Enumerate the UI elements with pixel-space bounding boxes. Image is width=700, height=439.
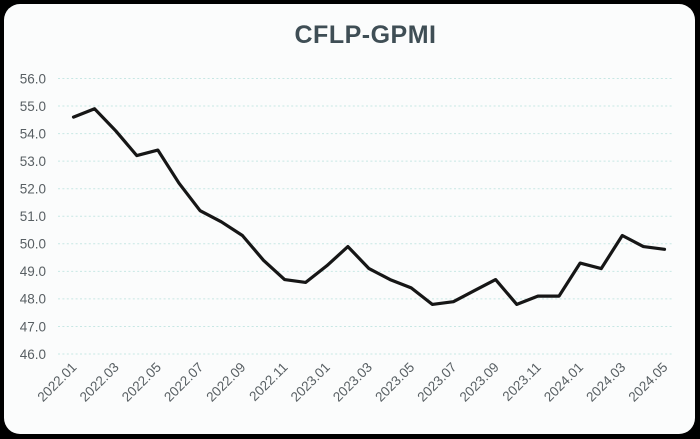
x-axis-tick-label: 2022.09 xyxy=(203,360,248,405)
y-axis-tick-label: 47.0 xyxy=(20,319,46,334)
x-axis-tick-label: 2023.07 xyxy=(414,360,459,405)
x-axis-tick-label: 2023.09 xyxy=(457,360,502,405)
y-axis-tick-label: 51.0 xyxy=(20,209,46,224)
x-axis-tick-label: 2023.03 xyxy=(330,360,375,405)
y-axis-tick-label: 53.0 xyxy=(20,154,46,169)
y-axis-tick-label: 54.0 xyxy=(20,126,46,141)
chart-card: CFLP-GPMI 56.0 55.0 54.0 53.0 52.0 51.0 50.0 49… xyxy=(4,4,695,434)
x-axis-tick-label: 2024.01 xyxy=(541,360,586,405)
x-axis-tick-label: 2022.11 xyxy=(246,360,290,404)
x-axis-tick-label: 2023.01 xyxy=(288,360,333,405)
x-axis-tick-label: 2024.05 xyxy=(625,360,670,405)
x-axis-tick-label: 2023.11 xyxy=(500,360,544,404)
series-line-cflp-gpmi xyxy=(71,107,667,306)
x-axis-tick-label: 2022.05 xyxy=(119,360,164,405)
y-axis-tick-label: 49.0 xyxy=(20,264,46,279)
x-axis-tick-label: 2022.01 xyxy=(34,360,79,405)
line-chart: 56.0 55.0 54.0 53.0 52.0 51.0 50.0 49.0 48.0 47.0… xyxy=(20,71,673,405)
x-axis-tick-label: 2022.07 xyxy=(161,360,206,405)
chart-title: CFLP-GPMI xyxy=(294,21,437,49)
y-axis-tick-label: 56.0 xyxy=(20,71,46,86)
x-axis-tick-label: 2022.03 xyxy=(77,360,122,405)
y-axis-tick-label: 55.0 xyxy=(20,99,46,114)
x-axis-tick-label: 2023.05 xyxy=(372,360,417,405)
x-axis-tick-label: 2024.03 xyxy=(583,360,628,405)
y-axis-tick-label: 46.0 xyxy=(20,347,46,362)
y-axis-tick-label: 48.0 xyxy=(20,292,46,307)
y-axis-tick-label: 50.0 xyxy=(20,237,46,252)
y-axis-tick-label: 52.0 xyxy=(20,182,46,197)
